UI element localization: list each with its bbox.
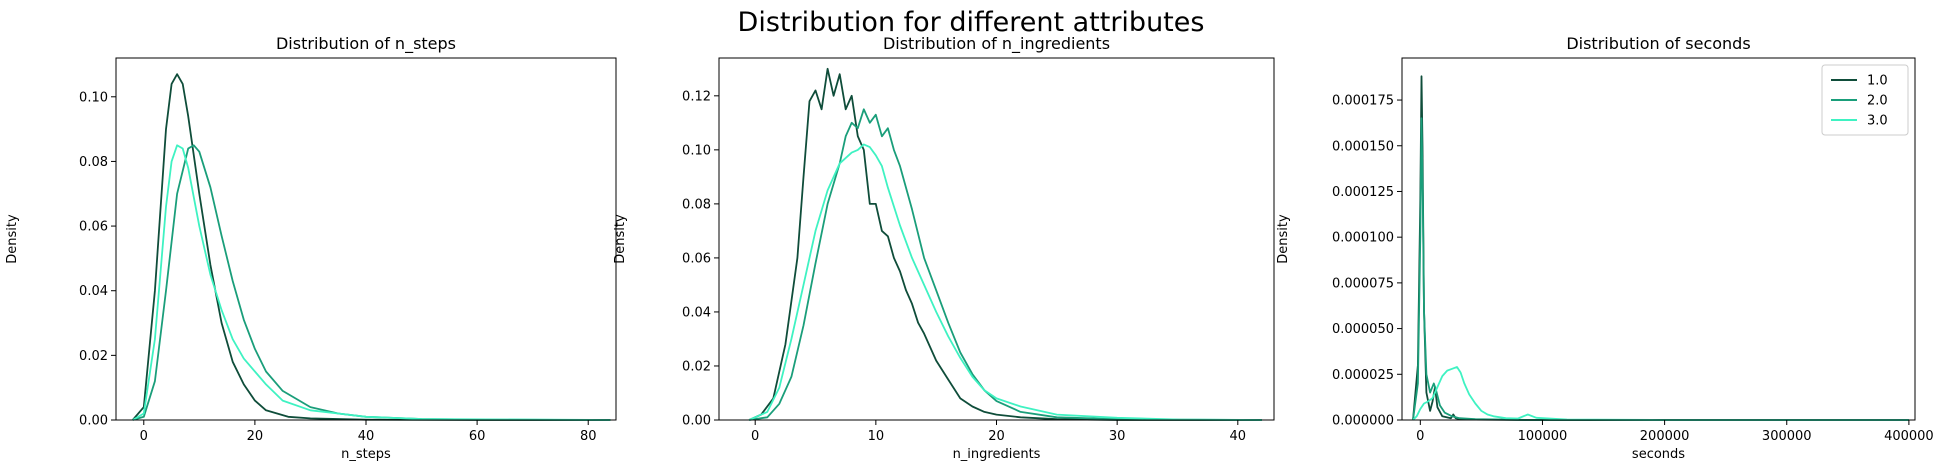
y-tick-label: 0.000050: [1332, 322, 1394, 337]
y-tick-label: 0.06: [682, 251, 711, 266]
y-axis-label: Density: [613, 214, 628, 264]
x-tick-label: 0: [140, 429, 148, 444]
y-tick-label: 0.00: [79, 414, 108, 429]
x-tick-label: 60: [469, 429, 486, 444]
subplots: Distribution of n_steps 0 20 40 60 80 0.00 0.02…: [5, 34, 1934, 462]
x-axis-label: seconds: [1632, 447, 1685, 462]
subplot-2: Distribution of n_ingredients 0 10 20 30 40 0.…: [613, 34, 1275, 462]
y-tick-label: 0.08: [79, 155, 108, 170]
subplot-title: Distribution of n_ingredients: [883, 34, 1110, 54]
figure-suptitle: Distribution for different attributes: [738, 7, 1205, 38]
legend-label: 1.0: [1867, 74, 1888, 89]
series-line-3.0: [132, 144, 611, 421]
series-line-1.0: [748, 67, 1262, 421]
x-axis-label: n_ingredients: [953, 447, 1041, 462]
x-tick-label: 0: [1416, 429, 1424, 444]
axes-frame: [115, 57, 617, 421]
y-tick-label: 0.000150: [1332, 139, 1394, 154]
x-tick-label: 400000: [1884, 429, 1934, 444]
subplot-1: Distribution of n_steps 0 20 40 60 80 0.00 0.02…: [5, 34, 617, 462]
x-tick-label: 20: [247, 429, 264, 444]
x-tick-label: 30: [1109, 429, 1126, 444]
x-tick-label: 20: [988, 429, 1005, 444]
series-line-2.0: [1412, 117, 1909, 421]
legend-label: 2.0: [1867, 94, 1888, 109]
y-tick-label: 0.12: [682, 89, 711, 104]
axes-frame: [718, 57, 1275, 421]
x-tick-label: 40: [358, 429, 375, 444]
y-tick-label: 0.000025: [1332, 368, 1394, 383]
x-tick-label: 40: [1230, 429, 1247, 444]
y-tick-label: 0.000125: [1332, 185, 1394, 200]
y-tick-label: 0.000000: [1332, 414, 1394, 429]
series-line-1.0: [132, 73, 611, 421]
x-tick-label: 80: [580, 429, 597, 444]
x-tick-label: 0: [751, 429, 759, 444]
series-line-3.0: [748, 143, 1262, 421]
y-tick-label: 0.02: [682, 359, 711, 374]
x-tick-label: 200000: [1640, 429, 1690, 444]
y-tick-label: 0.06: [79, 220, 108, 235]
y-tick-label: 0.04: [79, 284, 108, 299]
y-tick-label: 0.00: [682, 414, 711, 429]
subplot-title: Distribution of n_steps: [276, 34, 456, 54]
y-axis-label: Density: [1276, 214, 1291, 264]
y-tick-label: 0.10: [682, 143, 711, 158]
y-tick-label: 0.000175: [1332, 94, 1394, 109]
axes-frame: [1401, 57, 1916, 421]
x-tick-label: 300000: [1762, 429, 1812, 444]
y-tick-label: 0.000075: [1332, 276, 1394, 291]
subplot-3: Distribution of seconds 0 100000 200000 3000…: [1276, 34, 1934, 462]
subplot-title: Distribution of seconds: [1566, 34, 1750, 53]
y-tick-label: 0.10: [79, 90, 108, 105]
x-tick-label: 10: [868, 429, 885, 444]
y-tick-label: 0.04: [682, 305, 711, 320]
y-tick-label: 0.08: [682, 197, 711, 212]
y-tick-label: 0.000100: [1332, 231, 1394, 246]
x-tick-label: 100000: [1518, 429, 1568, 444]
legend-box: [1821, 64, 1909, 136]
series-line-2.0: [749, 108, 1262, 421]
x-axis-label: n_steps: [341, 447, 391, 462]
legend-label: 3.0: [1867, 114, 1888, 129]
y-tick-label: 0.02: [79, 349, 108, 364]
series-line-3.0: [1412, 366, 1909, 421]
series-line-2.0: [132, 144, 611, 421]
legend: 1.0 2.0 3.0: [1821, 64, 1909, 136]
y-axis-label: Density: [5, 214, 20, 264]
